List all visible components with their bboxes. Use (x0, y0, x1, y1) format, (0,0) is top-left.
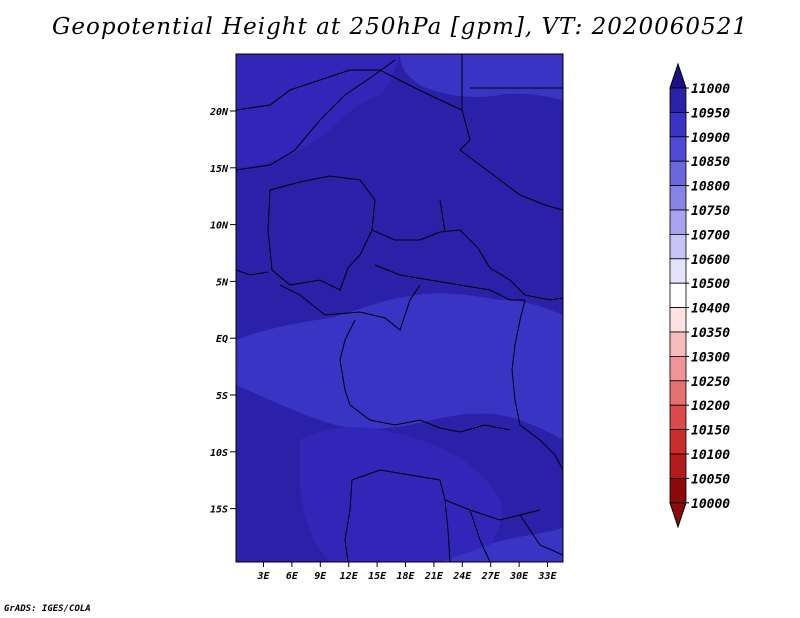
lon-tick-label: 9E (314, 571, 327, 582)
colorbar-label: 10200 (691, 399, 730, 414)
colorbar-bottom-arrow (669, 502, 687, 529)
colorbar-label: 10000 (691, 497, 730, 512)
colorbar-label: 10950 (691, 106, 730, 121)
lon-tick-label: 18E (396, 571, 415, 582)
lon-tick-label: 33E (537, 571, 557, 582)
longitude-axis: 3E 6E 9E 12E 15E 18E 21E 24E 27E 30E 33E (256, 562, 558, 582)
colorbar-label: 10250 (691, 375, 730, 390)
lat-tick-label: EQ (216, 334, 228, 345)
colorbar-label: 10050 (691, 472, 730, 487)
colorbar-segment (669, 160, 687, 186)
colorbar-segment (669, 477, 687, 504)
field-contour-mid (236, 54, 400, 168)
colorbar-segment (669, 112, 687, 138)
colorbar-segment (669, 87, 687, 113)
colorbar-label: 10600 (691, 253, 730, 268)
colorbar-segment (669, 282, 687, 309)
colorbar-segment (669, 453, 687, 479)
colorbar-label: 10100 (691, 448, 730, 463)
colorbar-segment (669, 136, 687, 162)
lon-tick-label: 24E (452, 571, 472, 582)
colorbar-segment (669, 355, 687, 382)
colorbar-label: 10350 (691, 326, 730, 341)
colorbar-segment (669, 233, 687, 260)
lon-tick-label: 30E (509, 571, 529, 582)
lon-tick-label: 6E (286, 571, 299, 582)
lon-tick-label: 15E (368, 571, 387, 582)
lat-tick-label: 10N (210, 221, 229, 232)
lon-tick-label: 3E (256, 571, 270, 582)
colorbar-label: 10800 (691, 180, 730, 195)
lon-tick-label: 12E (340, 571, 359, 582)
colorbar-top-arrow (669, 62, 687, 89)
colorbar-segment (669, 185, 687, 211)
field-contour-light (236, 293, 563, 440)
lat-tick-label: 20N (209, 107, 229, 118)
colorbar-label: 10850 (691, 155, 730, 170)
map-title: Geopotential Height at 250hPa [gpm], VT:… (52, 14, 748, 40)
colorbar-label: 11000 (691, 82, 730, 97)
colorbar-label: 10400 (691, 302, 730, 317)
colorbar-segment (669, 380, 687, 406)
lat-tick-label: 15S (210, 505, 228, 516)
colorbar-label: 10700 (691, 228, 730, 243)
colorbar-label: 10750 (691, 204, 730, 219)
map-frame (235, 53, 564, 563)
latitude-axis: 20N 15N 10N 5N EQ 5S 10S 15S (209, 107, 236, 516)
country-borders (236, 54, 563, 562)
lon-tick-label: 21E (424, 571, 444, 582)
lat-tick-label: 15N (210, 164, 229, 175)
lat-tick-label: 5S (216, 391, 228, 402)
colorbar-label: 10900 (691, 131, 730, 146)
colorbar-segment (669, 258, 687, 284)
map-panel (236, 54, 563, 562)
lat-tick-label: 5N (216, 277, 229, 288)
colorbar-segment (669, 331, 687, 357)
grads-credit: GrADS: IGES/COLA (4, 604, 91, 614)
lat-tick-label: 10S (210, 448, 228, 459)
colorbar-segment (669, 404, 687, 431)
field-contour-mid-2 (300, 427, 502, 562)
colorbar-segment (669, 307, 687, 333)
colorbar-segment (669, 209, 687, 235)
colorbar-label: 10500 (691, 277, 730, 292)
colorbar-segment (669, 429, 687, 455)
lon-tick-label: 27E (481, 571, 501, 582)
colorbar-label: 10150 (691, 424, 730, 439)
field-contour-light-south (440, 528, 563, 562)
colorbar-label: 10300 (691, 350, 730, 365)
colorbar: 11000 10950 10900 10850 10800 10750 10700 10600… (669, 62, 730, 529)
